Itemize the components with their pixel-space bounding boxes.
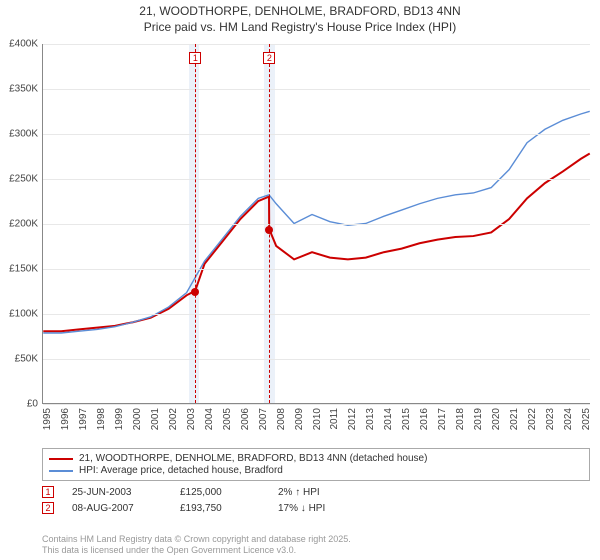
sale-delta: 17% ↓ HPI bbox=[278, 503, 378, 514]
x-tick-label: 2009 bbox=[294, 408, 305, 430]
y-tick-label: £100K bbox=[9, 309, 38, 320]
title-line-1: 21, WOODTHORPE, DENHOLME, BRADFORD, BD13… bbox=[0, 4, 600, 20]
series-hpi bbox=[43, 111, 589, 333]
x-tick-label: 2015 bbox=[401, 408, 412, 430]
legend-label: 21, WOODTHORPE, DENHOLME, BRADFORD, BD13… bbox=[79, 453, 427, 464]
chart-container: 21, WOODTHORPE, DENHOLME, BRADFORD, BD13… bbox=[0, 0, 600, 560]
x-tick-label: 1995 bbox=[42, 408, 53, 430]
x-tick-label: 2021 bbox=[509, 408, 520, 430]
title-line-2: Price paid vs. HM Land Registry's House … bbox=[0, 20, 600, 36]
legend-item: HPI: Average price, detached house, Brad… bbox=[49, 465, 583, 476]
series-price_paid bbox=[43, 153, 589, 331]
x-tick-label: 1997 bbox=[78, 408, 89, 430]
gridline bbox=[43, 224, 590, 225]
sale-marker-dot bbox=[191, 288, 199, 296]
x-tick-label: 2025 bbox=[581, 408, 592, 430]
footer-line-2: This data is licensed under the Open Gov… bbox=[42, 545, 590, 556]
legend-item: 21, WOODTHORPE, DENHOLME, BRADFORD, BD13… bbox=[49, 453, 583, 464]
legend-swatch bbox=[49, 458, 73, 460]
x-tick-label: 2013 bbox=[365, 408, 376, 430]
footer: Contains HM Land Registry data © Crown c… bbox=[42, 534, 590, 556]
sale-marker-box: 2 bbox=[42, 502, 54, 514]
x-tick-label: 2014 bbox=[383, 408, 394, 430]
footer-line-1: Contains HM Land Registry data © Crown c… bbox=[42, 534, 590, 545]
sale-price: £193,750 bbox=[180, 503, 260, 514]
gridline bbox=[43, 134, 590, 135]
sale-marker-box: 1 bbox=[42, 486, 54, 498]
legend-swatch bbox=[49, 470, 73, 472]
x-tick-label: 2001 bbox=[150, 408, 161, 430]
x-tick-label: 2004 bbox=[204, 408, 215, 430]
y-tick-label: £150K bbox=[9, 264, 38, 275]
gridline bbox=[43, 179, 590, 180]
x-tick-label: 2005 bbox=[222, 408, 233, 430]
sale-vline bbox=[195, 44, 196, 403]
title-block: 21, WOODTHORPE, DENHOLME, BRADFORD, BD13… bbox=[0, 0, 600, 35]
gridline bbox=[43, 314, 590, 315]
x-tick-label: 1999 bbox=[114, 408, 125, 430]
y-tick-label: £300K bbox=[9, 129, 38, 140]
x-tick-label: 2011 bbox=[329, 408, 340, 430]
chart-plot-area: 12 bbox=[42, 44, 590, 404]
x-tick-label: 2012 bbox=[347, 408, 358, 430]
x-tick-label: 2006 bbox=[240, 408, 251, 430]
gridline bbox=[43, 89, 590, 90]
x-tick-label: 1998 bbox=[96, 408, 107, 430]
sale-delta: 2% ↑ HPI bbox=[278, 487, 378, 498]
y-tick-label: £50K bbox=[15, 354, 38, 365]
x-tick-label: 2018 bbox=[455, 408, 466, 430]
sale-row: 2 08-AUG-2007 £193,750 17% ↓ HPI bbox=[42, 502, 590, 514]
x-axis-ticks: 1995 1996 1997 1998 1999 2000 2001 2002 2003 2004… bbox=[42, 406, 590, 444]
y-tick-label: £400K bbox=[9, 39, 38, 50]
sale-marker-dot bbox=[265, 226, 273, 234]
gridline bbox=[43, 269, 590, 270]
x-tick-label: 2003 bbox=[186, 408, 197, 430]
y-tick-label: £200K bbox=[9, 219, 38, 230]
x-tick-label: 2019 bbox=[473, 408, 484, 430]
gridline bbox=[43, 404, 590, 405]
x-tick-label: 2010 bbox=[312, 408, 323, 430]
x-tick-label: 2000 bbox=[132, 408, 143, 430]
x-tick-label: 2016 bbox=[419, 408, 430, 430]
sale-date: 08-AUG-2007 bbox=[72, 503, 162, 514]
sale-price: £125,000 bbox=[180, 487, 260, 498]
x-tick-label: 2020 bbox=[491, 408, 502, 430]
x-tick-label: 2002 bbox=[168, 408, 179, 430]
y-tick-label: £250K bbox=[9, 174, 38, 185]
gridline bbox=[43, 359, 590, 360]
chart-legend: 21, WOODTHORPE, DENHOLME, BRADFORD, BD13… bbox=[42, 448, 590, 481]
sale-marker-label: 1 bbox=[189, 52, 201, 64]
x-tick-label: 2023 bbox=[545, 408, 556, 430]
y-tick-label: £350K bbox=[9, 84, 38, 95]
sale-vline bbox=[269, 44, 270, 403]
x-tick-label: 2008 bbox=[276, 408, 287, 430]
gridline bbox=[43, 44, 590, 45]
x-tick-label: 2007 bbox=[258, 408, 269, 430]
legend-label: HPI: Average price, detached house, Brad… bbox=[79, 465, 283, 476]
sale-markers-table: 1 25-JUN-2003 £125,000 2% ↑ HPI 2 08-AUG… bbox=[42, 486, 590, 518]
x-tick-label: 2022 bbox=[527, 408, 538, 430]
y-tick-label: £0 bbox=[27, 399, 38, 410]
sale-date: 25-JUN-2003 bbox=[72, 487, 162, 498]
y-axis-ticks: £0£50K£100K£150K£200K£250K£300K£350K£400… bbox=[0, 44, 40, 404]
sale-marker-label: 2 bbox=[263, 52, 275, 64]
sale-row: 1 25-JUN-2003 £125,000 2% ↑ HPI bbox=[42, 486, 590, 498]
x-tick-label: 2024 bbox=[563, 408, 574, 430]
x-tick-label: 2017 bbox=[437, 408, 448, 430]
x-tick-label: 1996 bbox=[60, 408, 71, 430]
